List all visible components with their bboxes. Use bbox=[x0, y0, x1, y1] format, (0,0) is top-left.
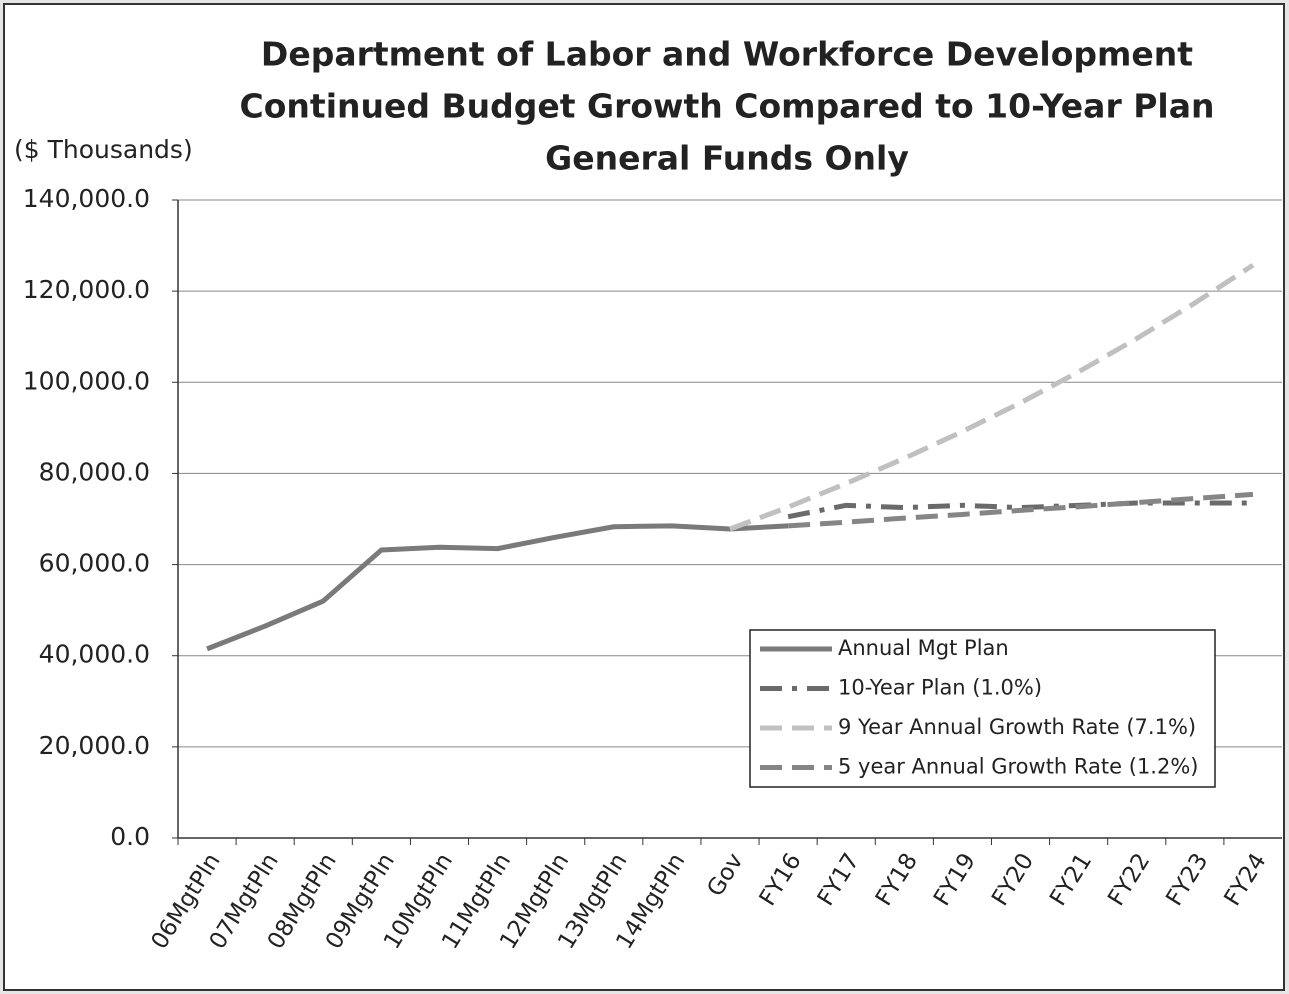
legend-label: Annual Mgt Plan bbox=[838, 636, 1009, 660]
legend-label: 9 Year Annual Growth Rate (7.1%) bbox=[838, 715, 1196, 739]
y-tick-label: 40,000.0 bbox=[39, 640, 150, 669]
y-tick-label: 20,000.0 bbox=[39, 731, 150, 760]
series-line bbox=[787, 491, 1254, 529]
series-line bbox=[729, 263, 1255, 532]
chart-title: General Funds Only bbox=[545, 139, 909, 178]
y-tick-label: 0.0 bbox=[110, 822, 150, 851]
chart-frame bbox=[3, 3, 1285, 991]
y-tick-label: 100,000.0 bbox=[23, 366, 150, 395]
y-tick-label: 60,000.0 bbox=[39, 549, 150, 578]
legend: Annual Mgt Plan 10-Year Plan (1.0%) 9 Year… bbox=[749, 629, 1216, 788]
y-tick-label: 80,000.0 bbox=[39, 457, 150, 486]
y-axis-label: ($ Thousands) bbox=[14, 135, 193, 164]
legend-label: 10-Year Plan (1.0%) bbox=[838, 676, 1042, 700]
series-line bbox=[206, 523, 789, 652]
y-tick-label: 120,000.0 bbox=[23, 275, 150, 304]
chart-title: Continued Budget Growth Compared to 10-Y… bbox=[240, 87, 1215, 126]
y-tick-label: 140,000.0 bbox=[23, 184, 150, 213]
legend-label: 5 year Annual Growth Rate (1.2%) bbox=[838, 755, 1199, 779]
series-line bbox=[787, 500, 1253, 520]
legend-box bbox=[749, 629, 1216, 788]
chart-title: Department of Labor and Workforce Develo… bbox=[261, 35, 1193, 74]
